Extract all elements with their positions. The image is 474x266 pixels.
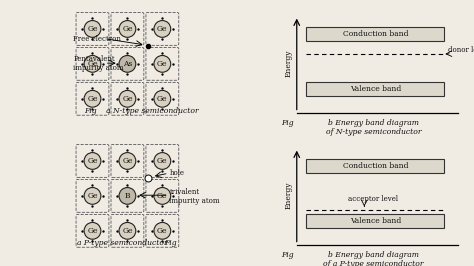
Text: donor level: donor level [448,46,474,54]
Circle shape [154,222,171,239]
Text: a P-type semiconductor: a P-type semiconductor [77,239,167,247]
Text: Ge: Ge [87,25,98,33]
Text: Ge: Ge [122,95,133,103]
Text: Fig: Fig [282,251,294,259]
Circle shape [154,188,171,204]
Text: Energy: Energy [284,49,292,77]
Text: Ge: Ge [87,192,98,200]
Text: Ge: Ge [157,227,168,235]
Text: Ge: Ge [157,95,168,103]
Text: Ge: Ge [157,192,168,200]
Bar [306,159,444,173]
Text: Ge: Ge [87,227,98,235]
Text: Fig: Fig [282,119,294,127]
Text: Valence band: Valence band [350,85,401,93]
Circle shape [119,153,136,169]
Text: Ge: Ge [87,95,98,103]
Text: Pentavalent
impurity atom: Pentavalent impurity atom [73,55,124,72]
Bar [306,82,444,96]
Text: Fig: Fig [164,239,177,247]
Circle shape [84,222,101,239]
Text: Ge: Ge [122,25,133,33]
Text: Ge: Ge [157,60,168,68]
Circle shape [119,222,136,239]
Text: Free electron: Free electron [73,35,121,43]
Circle shape [119,20,136,37]
Circle shape [84,56,101,72]
Text: b Energy band diagram
of N-type semiconductor: b Energy band diagram of N-type semicond… [326,119,421,136]
Text: Conduction band: Conduction band [343,162,408,170]
Text: Ge: Ge [87,60,98,68]
Circle shape [119,90,136,107]
Text: Ge: Ge [122,157,133,165]
Text: hole: hole [169,169,184,177]
Circle shape [84,188,101,204]
Circle shape [84,153,101,169]
Text: Fig    a N-type semiconductor: Fig a N-type semiconductor [84,107,199,115]
Circle shape [84,20,101,37]
Text: Valence band: Valence band [350,217,401,225]
Circle shape [154,56,171,72]
Circle shape [84,90,101,107]
Text: trivalent
impurity atom: trivalent impurity atom [169,188,220,205]
Text: acceptor level: acceptor level [348,195,398,203]
Text: Ge: Ge [87,157,98,165]
Text: Energy: Energy [284,181,292,209]
Text: B: B [125,192,130,200]
Text: Ge: Ge [157,25,168,33]
Text: Ge: Ge [157,157,168,165]
Text: b Energy band diagram
of a P-type semiconductor: b Energy band diagram of a P-type semico… [323,251,424,266]
Bar [306,214,444,228]
Text: Ge: Ge [122,227,133,235]
Circle shape [154,153,171,169]
Bar [306,27,444,41]
Text: Conduction band: Conduction band [343,30,408,38]
Text: As: As [123,60,132,68]
Circle shape [119,56,136,72]
Circle shape [154,20,171,37]
Circle shape [119,188,136,204]
Circle shape [154,90,171,107]
